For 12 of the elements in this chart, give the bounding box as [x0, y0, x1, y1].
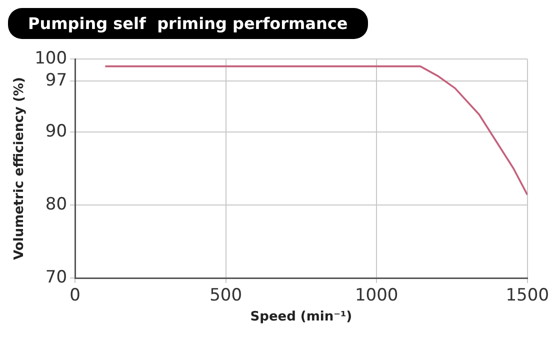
x-tick-label: 500: [210, 286, 242, 306]
y-tick-label: 70: [45, 267, 68, 288]
y-tick-label: 97: [45, 70, 68, 90]
y-tick-label: 100: [34, 48, 68, 68]
chart-title: Pumping self priming performance: [8, 8, 368, 39]
x-axis-title: Speed (min⁻¹): [250, 310, 352, 325]
y-tick-label: 80: [45, 194, 68, 214]
y-axis-title: Volumetric efficiency (%): [12, 77, 28, 260]
x-tick-label: 1500: [506, 286, 549, 306]
x-tick-label: 0: [70, 286, 80, 306]
x-tick-label: 1000: [354, 286, 398, 306]
y-tick-label: 90: [45, 121, 68, 142]
